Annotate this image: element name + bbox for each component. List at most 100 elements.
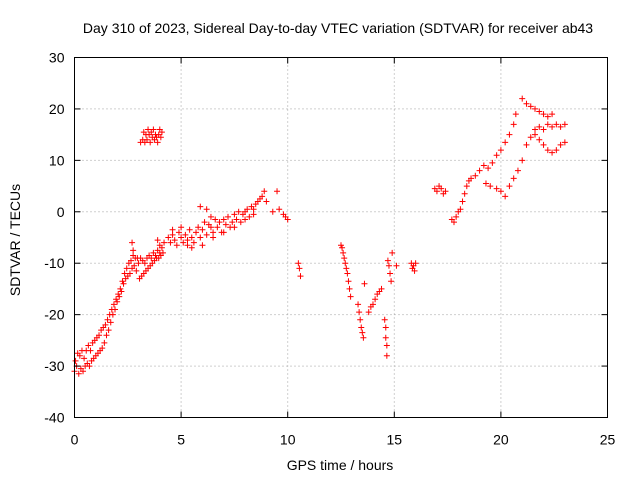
data-point: [523, 100, 530, 107]
data-point: [497, 147, 504, 154]
x-tick-label: 20: [493, 432, 509, 448]
data-point: [133, 267, 140, 274]
data-point: [220, 229, 227, 236]
data-point: [493, 152, 500, 159]
data-point: [360, 334, 367, 341]
data-point: [338, 242, 344, 249]
data-point: [165, 234, 172, 241]
data-point: [276, 206, 283, 213]
data-point: [297, 273, 304, 280]
data-point: [188, 244, 195, 251]
data-point: [115, 291, 122, 298]
data-point: [347, 293, 354, 300]
data-point: [378, 285, 385, 292]
data-point: [126, 270, 133, 277]
data-point: [523, 141, 530, 148]
chart-title: Day 310 of 2023, Sidereal Day-to-day VTE…: [83, 20, 593, 36]
y-tick-label: 30: [49, 50, 65, 66]
data-point: [152, 252, 159, 259]
data-point: [549, 111, 556, 118]
data-point: [557, 123, 564, 130]
data-point: [131, 262, 138, 269]
data-point: [116, 293, 123, 300]
data-point: [553, 147, 560, 154]
data-point: [130, 247, 137, 254]
data-point: [544, 147, 551, 154]
data-point: [544, 121, 551, 128]
data-point: [263, 198, 270, 205]
data-point: [259, 193, 266, 200]
data-point: [482, 180, 489, 187]
data-point: [382, 334, 389, 341]
data-point: [188, 234, 195, 241]
data-point: [540, 111, 547, 118]
data-point: [506, 131, 513, 138]
data-point: [510, 175, 517, 182]
y-axis-title: SDTVAR / TECUs: [7, 184, 23, 296]
data-point: [175, 229, 182, 236]
data-point: [480, 162, 487, 169]
data-point: [169, 231, 176, 238]
data-point: [510, 121, 517, 128]
data-point: [369, 301, 376, 308]
data-point: [113, 296, 120, 303]
data-point: [506, 183, 513, 190]
data-points: [71, 95, 568, 377]
data-point: [75, 370, 82, 377]
data-point: [197, 203, 204, 210]
data-point: [86, 363, 93, 370]
data-point: [120, 280, 127, 287]
data-point: [102, 321, 109, 328]
data-point: [117, 285, 124, 292]
data-point: [220, 216, 227, 223]
data-point: [412, 260, 419, 267]
data-point: [561, 139, 568, 146]
data-point: [514, 167, 521, 174]
data-point: [284, 216, 291, 223]
data-point: [361, 280, 368, 287]
data-point: [167, 239, 174, 246]
data-point: [485, 165, 492, 172]
data-point: [104, 316, 111, 323]
data-point: [433, 188, 440, 195]
data-point: [141, 260, 148, 267]
data-point: [158, 129, 165, 136]
x-tick-label: 5: [177, 432, 185, 448]
data-point: [156, 242, 163, 249]
data-point: [250, 211, 257, 218]
y-tick-label: -10: [44, 255, 64, 271]
data-point: [103, 332, 110, 339]
x-axis-title: GPS time / hours: [287, 457, 394, 473]
data-point: [148, 255, 155, 262]
data-point: [201, 219, 208, 226]
y-tick-label: -30: [44, 358, 64, 374]
data-point: [110, 301, 117, 308]
data-point: [135, 260, 142, 267]
data-point: [143, 136, 150, 143]
x-tick-label: 15: [387, 432, 403, 448]
data-point: [489, 159, 496, 166]
data-point: [450, 219, 457, 226]
data-point: [493, 185, 500, 192]
data-point: [557, 141, 564, 148]
data-point: [178, 224, 185, 231]
data-point: [358, 324, 365, 331]
data-point: [145, 126, 152, 133]
x-tick-label: 25: [600, 432, 616, 448]
grid: [74, 57, 608, 418]
data-point: [231, 224, 238, 231]
y-tick-label: 20: [49, 101, 65, 117]
data-point: [372, 296, 379, 303]
data-point: [119, 278, 126, 285]
data-point: [250, 206, 257, 213]
data-point: [365, 309, 372, 316]
data-point: [540, 126, 547, 133]
y-tick-label: 0: [57, 204, 65, 220]
data-point: [519, 95, 526, 102]
data-point: [184, 242, 191, 249]
data-point: [129, 239, 136, 246]
y-tick-label: 10: [49, 152, 65, 168]
data-point: [203, 206, 210, 213]
data-point: [536, 123, 543, 130]
